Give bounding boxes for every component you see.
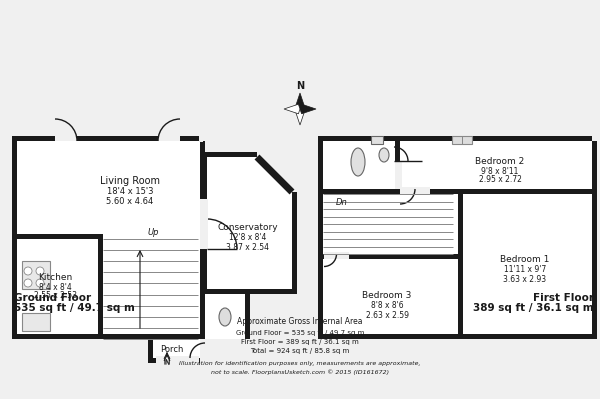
Bar — [324, 252, 349, 259]
Text: 535 sq ft / 49.7 sq m: 535 sq ft / 49.7 sq m — [14, 303, 135, 313]
Bar — [22, 261, 50, 289]
Bar — [12, 136, 200, 141]
Text: Porch: Porch — [160, 344, 184, 354]
Text: 12'8 x 8'4: 12'8 x 8'4 — [229, 233, 266, 241]
Polygon shape — [300, 104, 316, 114]
Polygon shape — [295, 109, 305, 125]
Bar — [202, 152, 207, 207]
Polygon shape — [202, 157, 292, 294]
Text: Total = 924 sq ft / 85.8 sq m: Total = 924 sq ft / 85.8 sq m — [250, 348, 350, 354]
Polygon shape — [295, 93, 305, 109]
Bar — [55, 135, 77, 141]
Text: First Floor: First Floor — [533, 293, 594, 303]
Text: Kitchen: Kitchen — [38, 273, 72, 282]
Bar — [318, 141, 592, 339]
Bar — [156, 356, 199, 363]
Circle shape — [24, 279, 32, 287]
Bar — [395, 189, 592, 194]
Text: 3.87 x 2.54: 3.87 x 2.54 — [227, 243, 269, 251]
Circle shape — [36, 279, 44, 287]
Text: Bedroom 1: Bedroom 1 — [500, 255, 550, 263]
Bar — [199, 135, 203, 142]
Text: IN: IN — [163, 360, 170, 366]
Text: 11'11 x 9'7: 11'11 x 9'7 — [504, 265, 546, 273]
Text: 3.63 x 2.93: 3.63 x 2.93 — [503, 275, 547, 284]
Bar — [202, 152, 257, 157]
Bar — [148, 339, 200, 363]
Bar — [292, 192, 297, 294]
Text: Living Room: Living Room — [100, 176, 160, 186]
Text: 389 sq ft / 36.1 sq m: 389 sq ft / 36.1 sq m — [473, 303, 594, 313]
Bar — [458, 189, 463, 339]
Circle shape — [36, 267, 44, 275]
Ellipse shape — [219, 308, 231, 326]
Text: Up: Up — [148, 228, 160, 237]
Text: Illustration for identification purposes only, measurements are approximate,: Illustration for identification purposes… — [179, 361, 421, 366]
Ellipse shape — [351, 148, 365, 176]
Text: 8'4 x 8'4: 8'4 x 8'4 — [38, 282, 71, 292]
Text: Bedroom 2: Bedroom 2 — [475, 156, 524, 166]
Bar — [148, 358, 200, 363]
Bar — [22, 313, 50, 331]
Text: IN: IN — [163, 359, 170, 365]
Text: Ground Floor = 535 sq ft / 49.7 sq m: Ground Floor = 535 sq ft / 49.7 sq m — [236, 330, 364, 336]
Bar — [200, 199, 208, 249]
Text: Conservatory: Conservatory — [218, 223, 278, 231]
Bar — [318, 254, 463, 259]
Bar — [158, 134, 180, 141]
Bar — [98, 334, 205, 339]
Bar — [200, 141, 205, 239]
Bar — [12, 334, 103, 339]
Text: Bedroom 3: Bedroom 3 — [362, 292, 412, 300]
Text: Dn: Dn — [336, 198, 348, 207]
Text: First Floor = 389 sq ft / 36.1 sq m: First Floor = 389 sq ft / 36.1 sq m — [241, 339, 359, 345]
Bar — [202, 249, 207, 294]
Bar — [400, 187, 430, 194]
Text: 5.60 x 4.64: 5.60 x 4.64 — [106, 198, 154, 207]
Text: Approximate Gross Internal Area: Approximate Gross Internal Area — [237, 317, 363, 326]
Text: N: N — [296, 81, 304, 91]
Bar — [12, 141, 17, 339]
Bar — [12, 234, 103, 239]
Bar — [202, 289, 292, 294]
Bar — [318, 189, 395, 194]
Text: 9'8 x 8'11: 9'8 x 8'11 — [481, 166, 518, 176]
Bar — [12, 141, 200, 339]
Text: 2.55 x 2.53: 2.55 x 2.53 — [34, 292, 77, 300]
Bar — [592, 141, 597, 339]
Bar — [245, 289, 250, 339]
Ellipse shape — [379, 148, 389, 162]
Bar — [205, 289, 245, 294]
Bar — [205, 294, 245, 339]
Text: 8'8 x 8'6: 8'8 x 8'6 — [371, 302, 403, 310]
Bar — [200, 234, 205, 339]
Bar — [98, 234, 103, 339]
Circle shape — [24, 267, 32, 275]
Text: 2.63 x 2.59: 2.63 x 2.59 — [365, 312, 409, 320]
Text: 2.95 x 2.72: 2.95 x 2.72 — [479, 176, 521, 184]
Bar — [148, 334, 153, 363]
Text: 18'4 x 15'3: 18'4 x 15'3 — [107, 188, 153, 196]
Text: Ground Floor: Ground Floor — [14, 293, 91, 303]
Bar — [395, 161, 402, 189]
Text: not to scale. FloorplansUsketch.com © 2015 (ID161672): not to scale. FloorplansUsketch.com © 20… — [211, 369, 389, 375]
Bar — [395, 141, 400, 194]
Bar — [452, 136, 472, 144]
Bar — [318, 141, 323, 339]
Bar — [371, 136, 383, 144]
Bar — [318, 334, 592, 339]
Bar — [318, 136, 592, 141]
Polygon shape — [284, 104, 300, 114]
